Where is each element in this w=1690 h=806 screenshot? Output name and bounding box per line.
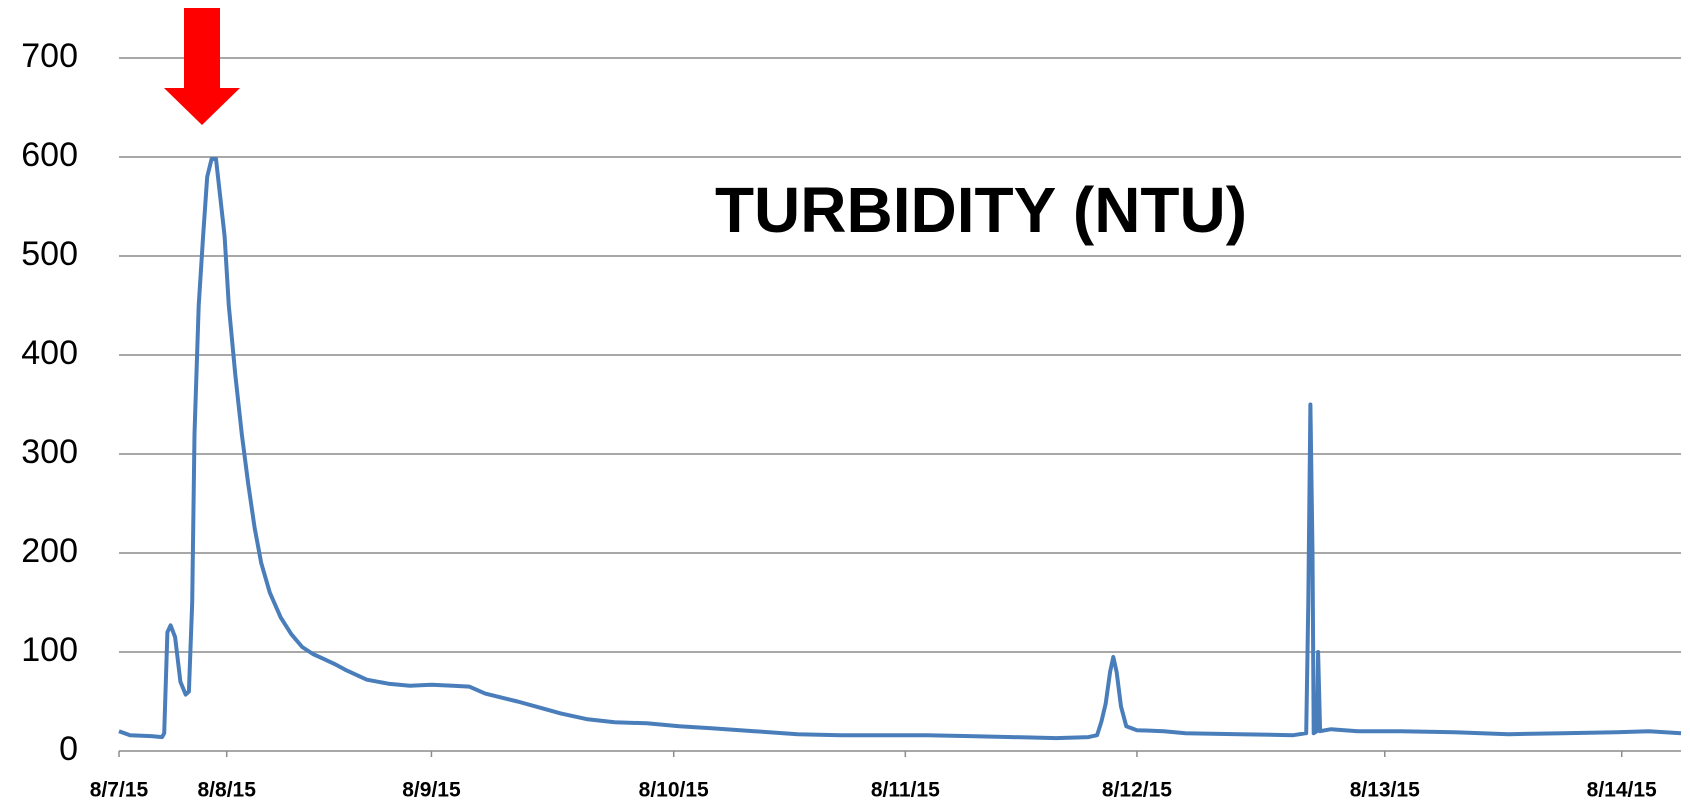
y-tick-label: 700 — [21, 37, 78, 75]
x-tick-label: 8/14/15 — [1587, 779, 1657, 802]
x-tick-label: 8/7/15 — [90, 779, 149, 802]
y-tick-label: 500 — [21, 235, 78, 273]
chart-title: TURBIDITY (NTU) — [715, 174, 1247, 246]
y-tick-label: 100 — [21, 631, 78, 669]
y-tick-label: 600 — [21, 136, 78, 174]
x-tick-label: 8/9/15 — [402, 779, 461, 802]
y-tick-label: 400 — [21, 334, 78, 372]
x-tick-label: 8/10/15 — [639, 779, 709, 802]
x-tick-label: 8/8/15 — [198, 779, 257, 802]
y-tick-label: 200 — [21, 532, 78, 570]
x-tick-label: 8/13/15 — [1350, 779, 1420, 802]
y-tick-label: 0 — [59, 730, 78, 768]
red-arrow — [164, 8, 240, 125]
x-tick-label: 8/12/15 — [1102, 779, 1172, 802]
data-line — [118, 157, 1682, 741]
y-tick-label: 300 — [21, 433, 78, 471]
x-tick-label: 8/11/15 — [871, 779, 940, 802]
